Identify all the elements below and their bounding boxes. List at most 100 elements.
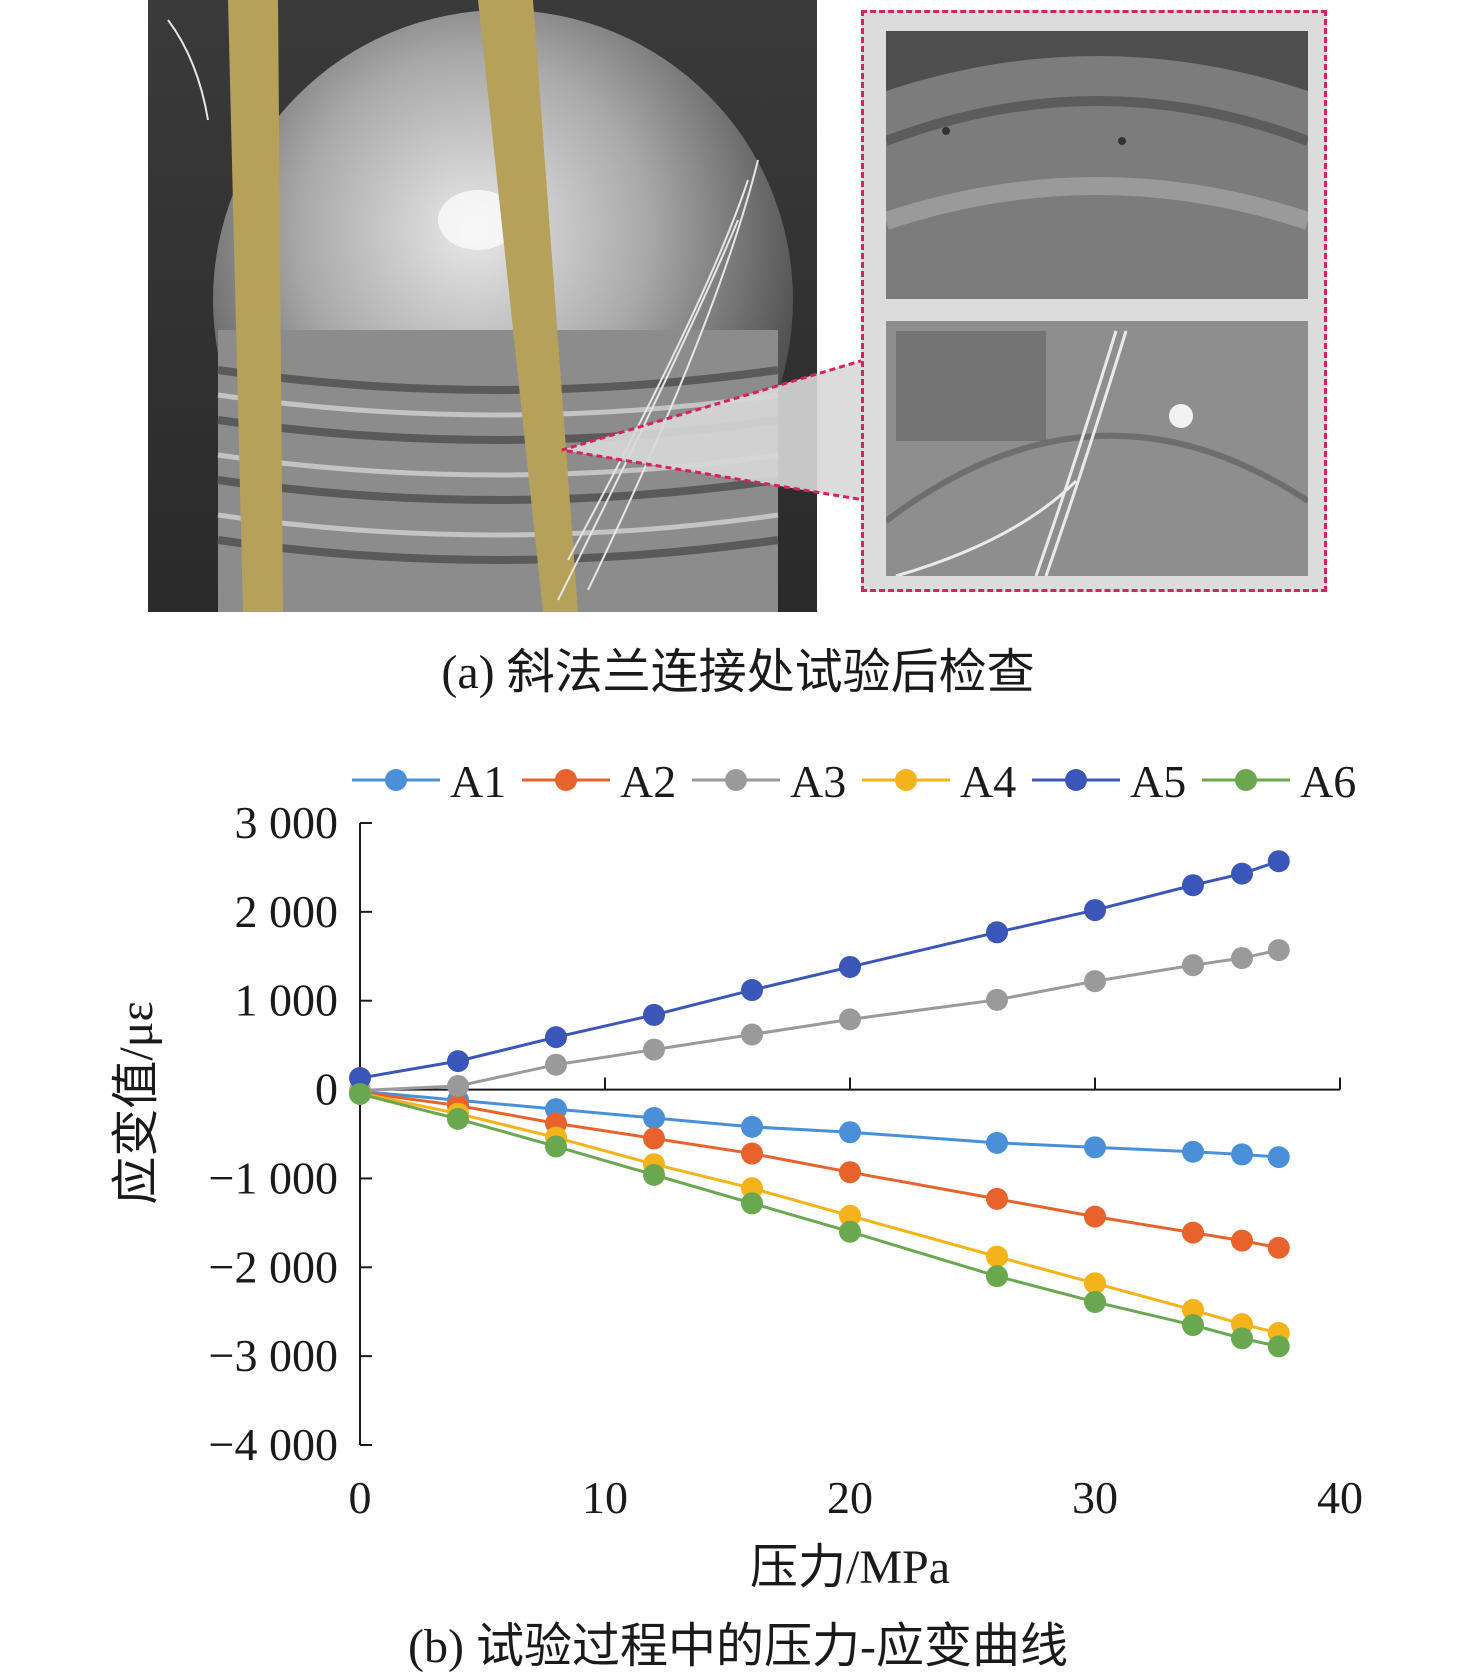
y-tick-label: −1 000: [209, 1152, 338, 1203]
legend-label: A4: [960, 756, 1016, 807]
legend-item-A5: A5: [1032, 756, 1186, 807]
data-point-A6: [1182, 1314, 1204, 1337]
x-tick-label: 20: [827, 1472, 873, 1523]
pressure-strain-chart: A1 A2 A3 A4 A5 A6 3 000 2 000 1 000 0 −1 000 −2 00…: [110, 756, 1363, 1594]
legend-label: A2: [620, 756, 676, 807]
data-point-A2: [1182, 1221, 1204, 1244]
legend-swatch-marker: [1065, 769, 1087, 791]
data-point-A1: [1231, 1143, 1253, 1166]
y-tick-label: 1 000: [235, 975, 339, 1026]
legend-label: A3: [790, 756, 846, 807]
data-point-A2: [741, 1142, 763, 1165]
data-point-A3: [741, 1023, 763, 1046]
series-A1: [349, 1080, 1290, 1169]
data-point-A5: [741, 979, 763, 1002]
data-point-A6: [545, 1135, 567, 1158]
legend-swatch-marker: [725, 769, 747, 791]
data-point-A6: [1231, 1327, 1253, 1350]
data-point-A6: [986, 1265, 1008, 1288]
zoom-callout: [561, 358, 865, 502]
y-tick-label: −2 000: [209, 1241, 338, 1292]
data-point-A6: [447, 1107, 469, 1130]
legend-label: A1: [450, 756, 506, 807]
data-point-A3: [447, 1075, 469, 1098]
data-point-A4: [986, 1245, 1008, 1268]
x-tick-label: 30: [1072, 1472, 1118, 1523]
data-point-A4: [1182, 1298, 1204, 1321]
y-tick-label: 3 000: [235, 797, 339, 848]
data-point-A1: [741, 1115, 763, 1138]
data-point-A5: [349, 1067, 371, 1090]
plot-area: [349, 850, 1290, 1358]
legend-swatch-marker: [1235, 769, 1257, 791]
x-tick-label: 10: [582, 1472, 628, 1523]
series-A3: [349, 939, 1290, 1102]
data-point-A3: [839, 1008, 861, 1031]
series-A5: [349, 850, 1290, 1090]
legend: A1 A2 A3 A4 A5 A6: [352, 756, 1356, 807]
caption-a: (a) 斜法兰连接处试验后检查: [441, 646, 1035, 699]
y-tick-label: 2 000: [235, 886, 339, 937]
legend-item-A6: A6: [1202, 756, 1356, 807]
data-point-A1: [986, 1131, 1008, 1154]
inset-frame: [861, 10, 1327, 592]
data-point-A1: [1084, 1136, 1106, 1159]
data-point-A6: [643, 1163, 665, 1186]
legend-label: A6: [1300, 756, 1356, 807]
data-point-A3: [545, 1053, 567, 1076]
data-point-A6: [1084, 1290, 1106, 1313]
data-point-A5: [1267, 850, 1290, 873]
legend-swatch-marker: [385, 769, 407, 791]
caption-b: (b) 试验过程中的压力-应变曲线: [408, 1620, 1068, 1673]
legend-label: A5: [1130, 756, 1186, 807]
data-point-A3: [1084, 970, 1106, 993]
series-A6: [349, 1083, 1290, 1358]
axes: 3 000 2 000 1 000 0 −1 000 −2 000 −3 000 −4 000…: [209, 797, 1363, 1523]
data-point-A6: [741, 1192, 763, 1215]
legend-swatch-marker: [895, 769, 917, 791]
x-tick-label: 40: [1317, 1472, 1363, 1523]
data-point-A4: [839, 1204, 861, 1227]
x-tick-label: 0: [349, 1472, 372, 1523]
data-point-A2: [1231, 1229, 1253, 1252]
data-point-A3: [986, 988, 1008, 1011]
data-point-A3: [1182, 954, 1204, 977]
legend-swatch-marker: [555, 769, 577, 791]
series-line-A3: [359, 948, 1280, 1092]
series-line-A5: [359, 859, 1280, 1080]
data-point-A5: [839, 955, 861, 978]
data-point-A3: [643, 1038, 665, 1061]
data-point-A5: [1084, 899, 1106, 922]
data-point-A2: [986, 1187, 1008, 1210]
data-point-A1: [839, 1121, 861, 1144]
data-point-A3: [1231, 947, 1253, 970]
data-point-A5: [1231, 862, 1253, 885]
data-point-A6: [349, 1083, 371, 1106]
data-point-A1: [643, 1107, 665, 1130]
series-A4: [349, 1082, 1290, 1345]
y-tick-label: −3 000: [209, 1330, 338, 1381]
legend-item-A4: A4: [862, 756, 1016, 807]
legend-item-A3: A3: [692, 756, 846, 807]
data-point-A4: [1084, 1272, 1106, 1295]
data-point-A1: [1182, 1140, 1204, 1163]
data-point-A5: [986, 921, 1008, 944]
data-point-A4: [741, 1177, 763, 1200]
y-tick-label: 0: [315, 1064, 338, 1115]
data-point-A2: [839, 1161, 861, 1184]
data-point-A3: [1267, 939, 1290, 962]
inset-photo-top: [886, 31, 1308, 299]
legend-item-A2: A2: [522, 756, 676, 807]
data-point-A5: [447, 1050, 469, 1073]
x-axis-title: 压力/MPa: [750, 1541, 950, 1594]
data-point-A2: [643, 1127, 665, 1150]
data-point-A6: [839, 1220, 861, 1243]
y-tick-label: −4 000: [209, 1419, 338, 1470]
data-point-A5: [1182, 874, 1204, 897]
legend-item-A1: A1: [352, 756, 506, 807]
data-point-A6: [1267, 1335, 1290, 1358]
data-point-A5: [545, 1026, 567, 1049]
data-point-A2: [1084, 1205, 1106, 1228]
data-point-A5: [643, 1003, 665, 1026]
inset-photo-bottom: [886, 321, 1308, 576]
